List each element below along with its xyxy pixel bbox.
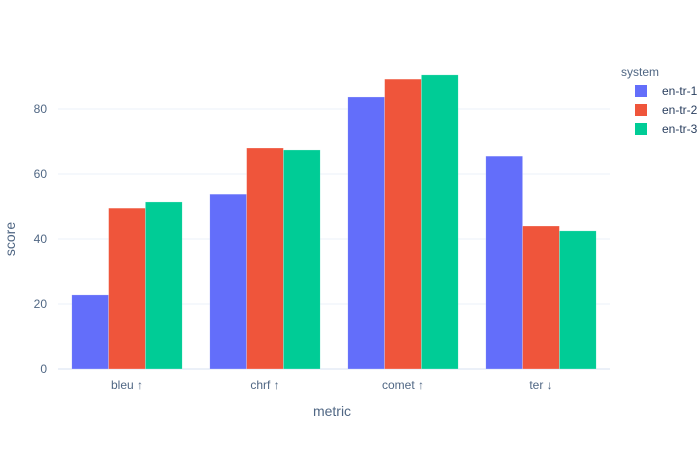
bars (71, 74, 597, 370)
legend-title: system (621, 65, 659, 79)
x-axis-ticks: bleu ↑ chrf ↑ comet ↑ ter ↓ (111, 378, 553, 392)
legend-label: en-tr-1 (662, 84, 698, 98)
legend-item-en-tr-1[interactable]: en-tr-1 (635, 84, 698, 98)
bar-en-tr-3-2[interactable] (421, 74, 459, 370)
legend-item-en-tr-2[interactable]: en-tr-2 (635, 103, 698, 117)
legend-swatch (635, 123, 647, 135)
y-tick-label: 60 (34, 167, 48, 181)
bar-en-tr-1-3[interactable] (485, 155, 523, 370)
bar-en-tr-3-1[interactable] (283, 149, 321, 370)
legend-swatch (635, 85, 647, 97)
legend-item-en-tr-3[interactable]: en-tr-3 (635, 122, 698, 136)
bar-en-tr-3-3[interactable] (559, 230, 597, 370)
x-tick-label: bleu ↑ (111, 378, 143, 392)
y-axis-title: score (2, 222, 18, 256)
y-tick-label: 20 (34, 297, 48, 311)
y-axis-ticks: 0 20 40 60 80 (34, 102, 48, 376)
bar-en-tr-1-1[interactable] (209, 193, 247, 370)
legend-label: en-tr-2 (662, 103, 698, 117)
legend: system en-tr-1 en-tr-2 en-tr-3 (621, 65, 698, 136)
x-tick-label: ter ↓ (529, 378, 552, 392)
bar-en-tr-2-1[interactable] (246, 147, 284, 370)
x-tick-label: chrf ↑ (250, 378, 279, 392)
x-axis-title: metric (313, 403, 351, 419)
bar-en-tr-2-3[interactable] (522, 225, 560, 370)
y-tick-label: 40 (34, 232, 48, 246)
bar-en-tr-1-0[interactable] (71, 294, 109, 370)
bar-en-tr-1-2[interactable] (347, 96, 385, 370)
bar-en-tr-2-2[interactable] (384, 78, 422, 370)
bar-en-tr-2-0[interactable] (108, 207, 146, 370)
bar-en-tr-3-0[interactable] (145, 201, 183, 370)
legend-swatch (635, 104, 647, 116)
y-tick-label: 80 (34, 102, 48, 116)
y-tick-label: 0 (40, 362, 47, 376)
legend-label: en-tr-3 (662, 122, 698, 136)
x-tick-label: comet ↑ (382, 378, 424, 392)
